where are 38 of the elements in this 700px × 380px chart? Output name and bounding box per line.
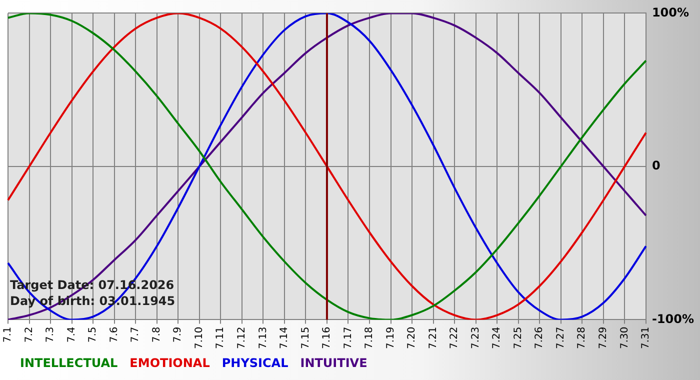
x-tick-label: 7.10 (194, 326, 205, 349)
x-tick-label: 7.5 (88, 326, 99, 343)
x-tick-label: 7.24 (492, 326, 503, 349)
x-tick-label: 7.1 (2, 326, 14, 343)
text: INTELLECTUAL (20, 356, 118, 370)
x-tick-label: 7.3 (45, 326, 56, 343)
x-tick-label: 7.27 (555, 326, 566, 349)
x-tick-label: 7.18 (364, 326, 376, 349)
x-tick-label: 7.31 (640, 326, 652, 349)
x-tick-label: 7.14 (279, 326, 290, 349)
x-tick-label: 7.26 (534, 326, 546, 349)
x-tick-label: 7.17 (342, 326, 354, 349)
x-tick-label: 7.19 (385, 326, 396, 349)
x-tick-label: 7.4 (66, 326, 78, 343)
x-tick-label: 7.22 (449, 326, 460, 349)
x-tick-label: 7.2 (24, 326, 35, 343)
x-tick-label: 7.12 (236, 326, 248, 349)
x-tick-label: 7.20 (406, 326, 418, 349)
x-tick-label: 7.25 (512, 326, 524, 349)
y-tick-label: -100% (652, 312, 694, 326)
x-tick-label: 7.6 (108, 326, 120, 343)
x-tick-label: 7.29 (598, 326, 610, 349)
x-tick-label: 7.7 (130, 326, 142, 343)
text: INTUITIVE (300, 356, 368, 370)
y-tick-label: 0 (652, 158, 660, 173)
x-tick-label: 7.8 (151, 326, 162, 343)
x-tick-label: 7.11 (215, 326, 226, 349)
x-tick-label: 7.28 (576, 326, 588, 349)
x-tick-label: 7.9 (172, 326, 184, 343)
text: EMOTIONAL (130, 356, 210, 370)
x-tick-label: 7.16 (322, 326, 333, 349)
x-tick-label: 7.15 (300, 326, 312, 349)
y-tick-label: 100% (652, 5, 690, 20)
x-tick-label: 7.21 (428, 326, 439, 349)
x-tick-label: 7.23 (470, 326, 482, 349)
text: PHYSICAL (222, 356, 289, 370)
x-tick-label: 7.13 (258, 326, 269, 349)
x-tick-label: 7.30 (619, 326, 630, 349)
